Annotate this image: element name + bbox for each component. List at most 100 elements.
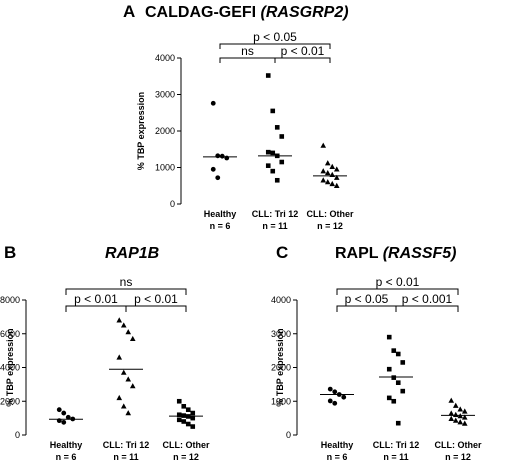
data-point	[448, 415, 455, 421]
data-point	[391, 348, 397, 353]
data-point	[185, 421, 191, 427]
y-tick-label: 4000	[155, 53, 175, 63]
panel-title: RAPL (RASSF5)	[335, 245, 457, 262]
data-point	[215, 175, 221, 181]
data-point	[391, 375, 397, 380]
y-tick-label: 2000	[271, 363, 291, 373]
data-point	[185, 407, 191, 412]
significance-label: p < 0.05	[345, 292, 389, 306]
data-point	[320, 168, 327, 174]
data-point	[332, 389, 338, 395]
y-tick-label: 6000	[0, 329, 20, 339]
category-label: CLL: Other	[307, 209, 354, 219]
data-point	[176, 417, 182, 423]
y-tick-label: 2000	[0, 396, 20, 406]
data-point	[120, 322, 127, 328]
data-point	[65, 414, 71, 420]
y-tick-label: 1000	[271, 396, 291, 406]
y-axis-label: % TBP expression	[275, 328, 285, 406]
significance-bracket	[274, 57, 331, 63]
data-point	[270, 150, 276, 156]
significance-bracket	[336, 288, 459, 295]
significance-bracket	[395, 305, 459, 312]
data-point	[120, 403, 127, 409]
data-point	[61, 419, 67, 425]
panel-title: CALDAG-GEFI (RASGRP2)	[145, 4, 349, 21]
data-point	[457, 419, 464, 425]
data-point	[333, 182, 340, 188]
category-label: CLL: Other	[163, 440, 210, 450]
data-point	[332, 400, 338, 406]
data-point	[210, 100, 216, 106]
data-point	[452, 417, 459, 423]
data-point	[181, 413, 187, 418]
data-point	[265, 163, 271, 168]
data-point	[219, 153, 225, 159]
data-point	[324, 179, 331, 185]
data-point	[452, 411, 459, 417]
chart-panel-b: B RAP1B 0 2000 4000 6000 8000 % TBP expression H…	[0, 243, 210, 462]
significance-label: p < 0.01	[281, 44, 325, 58]
category-n-label: n = 12	[317, 221, 343, 231]
data-point	[190, 415, 196, 421]
data-point	[327, 386, 333, 392]
data-point	[400, 360, 406, 365]
data-point	[120, 369, 127, 375]
data-point	[448, 410, 455, 416]
data-point	[448, 397, 455, 403]
data-point	[341, 394, 347, 400]
category-n-label: n = 12	[445, 452, 471, 462]
data-point	[176, 412, 182, 418]
data-point	[324, 169, 331, 176]
category-n-label: n = 11	[383, 452, 408, 462]
data-point	[386, 395, 392, 401]
significance-label: p < 0.001	[402, 292, 453, 306]
data-point	[224, 155, 230, 161]
data-point	[270, 168, 276, 174]
panel-letter: A	[123, 2, 135, 21]
category-n-label: n = 6	[210, 221, 231, 231]
data-point	[333, 174, 340, 180]
panel-letter: B	[4, 243, 16, 262]
panel-title-italic: (RASSF5)	[383, 245, 457, 262]
data-point	[116, 354, 123, 360]
y-tick-label: 8000	[0, 295, 20, 305]
data-point	[270, 108, 276, 114]
panel-title-italic: (RASGRP2)	[261, 4, 349, 21]
data-point	[320, 142, 327, 148]
y-tick-label: 4000	[0, 363, 20, 373]
data-point	[279, 159, 285, 165]
significance-bracket	[65, 305, 127, 312]
significance-label: ns	[120, 275, 133, 289]
category-label: CLL: Tri 12	[252, 209, 299, 219]
data-point	[190, 424, 196, 429]
significance-label: p < 0.05	[253, 30, 297, 44]
y-tick-label: 0	[170, 199, 175, 209]
data-point	[274, 177, 280, 183]
y-tick-label: 3000	[271, 329, 291, 339]
category-label: CLL: Tri 12	[373, 440, 420, 450]
panel-title-plain: CALDAG-GEFI	[145, 4, 261, 21]
data-point	[129, 383, 136, 389]
chart-panel-c: C RAPL (RASSF5) 0 1000 2000 3000 4000 % TBP exp…	[271, 243, 482, 462]
significance-label: ns	[241, 44, 254, 58]
data-point	[400, 388, 406, 394]
y-tick-label: 0	[15, 430, 20, 440]
y-tick-label: 4000	[271, 295, 291, 305]
panel-title-plain: RAPL	[335, 245, 383, 262]
chart-panel-a: A CALDAG-GEFI (RASGRP2) 0 1000 2000 3000 4000%…	[123, 2, 354, 231]
data-point	[395, 380, 401, 385]
panel-letter: C	[276, 243, 288, 262]
data-point	[329, 163, 336, 169]
data-point	[210, 166, 216, 172]
significance-label: p < 0.01	[376, 275, 420, 289]
category-n-label: n = 6	[56, 452, 77, 462]
category-n-label: n = 6	[327, 452, 348, 462]
panel-title-italic: RAP1B	[105, 245, 159, 262]
significance-label: p < 0.01	[74, 292, 118, 306]
y-axis-label: % TBP expression	[5, 328, 15, 406]
data-point	[125, 376, 132, 382]
data-point	[386, 334, 392, 340]
data-point	[324, 160, 331, 166]
